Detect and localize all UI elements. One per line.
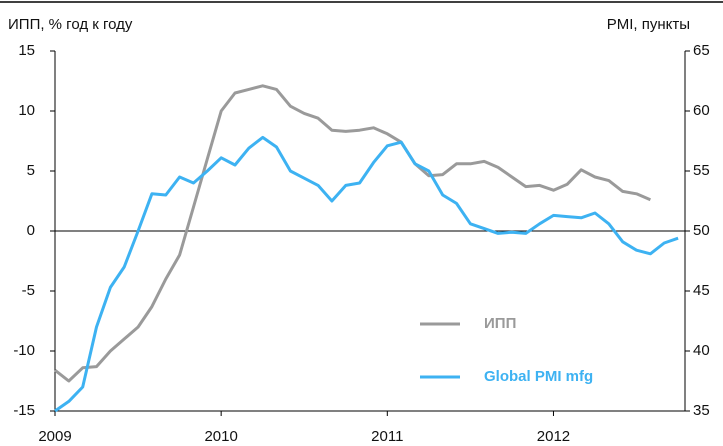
y2-tick-label: 45 xyxy=(693,282,710,299)
series-line xyxy=(54,135,679,413)
y2-tick-label: 60 xyxy=(693,102,710,119)
legend-label: ИПП xyxy=(484,315,516,332)
y-axis-label: ИПП, % год к году xyxy=(8,16,133,33)
y-tick-label: -15 xyxy=(13,402,35,419)
y-tick-label: -10 xyxy=(13,342,35,359)
y-tick-label: -5 xyxy=(22,282,35,299)
x-tick-label: 2009 xyxy=(38,428,71,445)
y2-tick-label: 55 xyxy=(693,162,710,179)
x-tick-label: 2010 xyxy=(204,428,237,445)
y-tick-label: 10 xyxy=(18,102,35,119)
x-tick-label: 2012 xyxy=(537,428,570,445)
y2-tick-label: 35 xyxy=(693,402,710,419)
series-line xyxy=(54,84,651,383)
y2-axis-label: PMI, пункты xyxy=(607,16,690,33)
y2-tick-label: 40 xyxy=(693,342,710,359)
y-tick-label: 0 xyxy=(27,222,35,239)
x-tick-label: 2011 xyxy=(371,428,403,445)
legend-label: Global PMI mfg xyxy=(484,368,593,385)
y2-tick-label: 65 xyxy=(693,42,710,59)
y-tick-label: 5 xyxy=(27,162,35,179)
y2-tick-label: 50 xyxy=(693,222,710,239)
y-tick-label: 15 xyxy=(18,42,35,59)
